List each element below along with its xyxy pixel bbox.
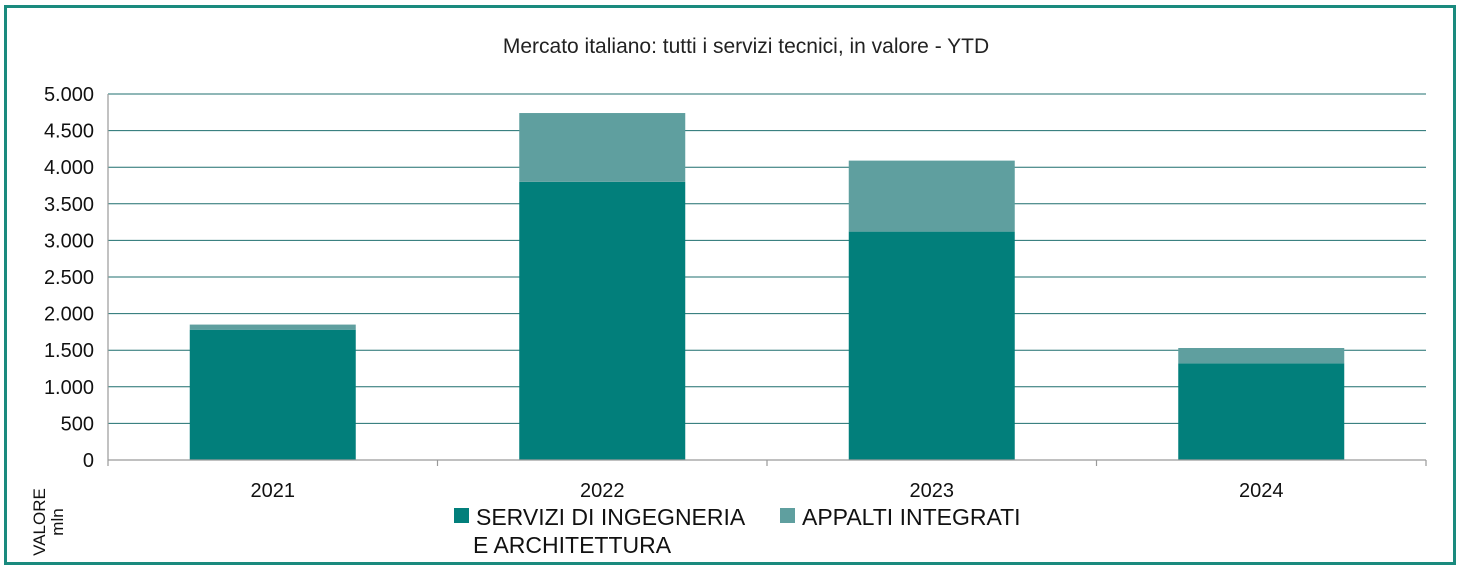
legend-label: E ARCHITETTURA xyxy=(473,532,672,558)
y-axis-label: VALORE mln xyxy=(30,488,67,556)
y-axis-label-line: VALORE xyxy=(30,488,49,556)
legend-label: APPALTI INTEGRATI xyxy=(802,504,1021,530)
x-tick-labels: 2021 2022 2023 2024 xyxy=(251,480,1284,502)
y-tick-label: 0 xyxy=(83,450,94,472)
bar-appalti-2021 xyxy=(189,324,356,330)
bar-servizi-2022 xyxy=(519,181,686,460)
x-tick-label: 2023 xyxy=(910,480,955,502)
bar-appalti-2023 xyxy=(848,160,1015,232)
bar-servizi-2024 xyxy=(1178,363,1345,460)
y-tick-label: 500 xyxy=(61,413,94,435)
y-tick-label: 3.500 xyxy=(44,194,94,216)
y-tick-label: 3.000 xyxy=(44,230,94,252)
y-tick-label: 2.000 xyxy=(44,304,94,326)
x-tick-label: 2024 xyxy=(1239,480,1284,502)
legend-swatch xyxy=(780,508,795,523)
y-tick-label: 1.000 xyxy=(44,377,94,399)
y-tick-label: 1.500 xyxy=(44,340,94,362)
bars xyxy=(189,113,1345,460)
y-tick-label: 4.500 xyxy=(44,121,94,143)
chart-svg: Mercato italiano: tutti i servizi tecnic… xyxy=(30,35,1427,558)
chart-title: Mercato italiano: tutti i servizi tecnic… xyxy=(503,35,989,58)
x-tick-label: 2021 xyxy=(251,480,296,502)
legend-label: SERVIZI DI INGEGNERIA xyxy=(476,504,746,530)
y-tick-label: 4.000 xyxy=(44,157,94,179)
bar-servizi-2023 xyxy=(848,231,1015,460)
y-tick-label: 2.500 xyxy=(44,267,94,289)
bar-appalti-2022 xyxy=(519,113,686,182)
legend-swatch xyxy=(454,508,469,523)
y-tick-label: 5.000 xyxy=(44,84,94,106)
axes xyxy=(107,94,1427,466)
bar-appalti-2024 xyxy=(1178,348,1345,364)
bar-servizi-2021 xyxy=(189,329,356,460)
x-tick-label: 2022 xyxy=(580,480,625,502)
y-tick-labels: 0 500 1.000 1.500 2.000 2.500 3.000 3.500 4.000 4… xyxy=(44,84,94,472)
y-axis-label-line: mln xyxy=(48,508,67,535)
chart-frame: Mercato italiano: tutti i servizi tecnic… xyxy=(4,5,1456,565)
